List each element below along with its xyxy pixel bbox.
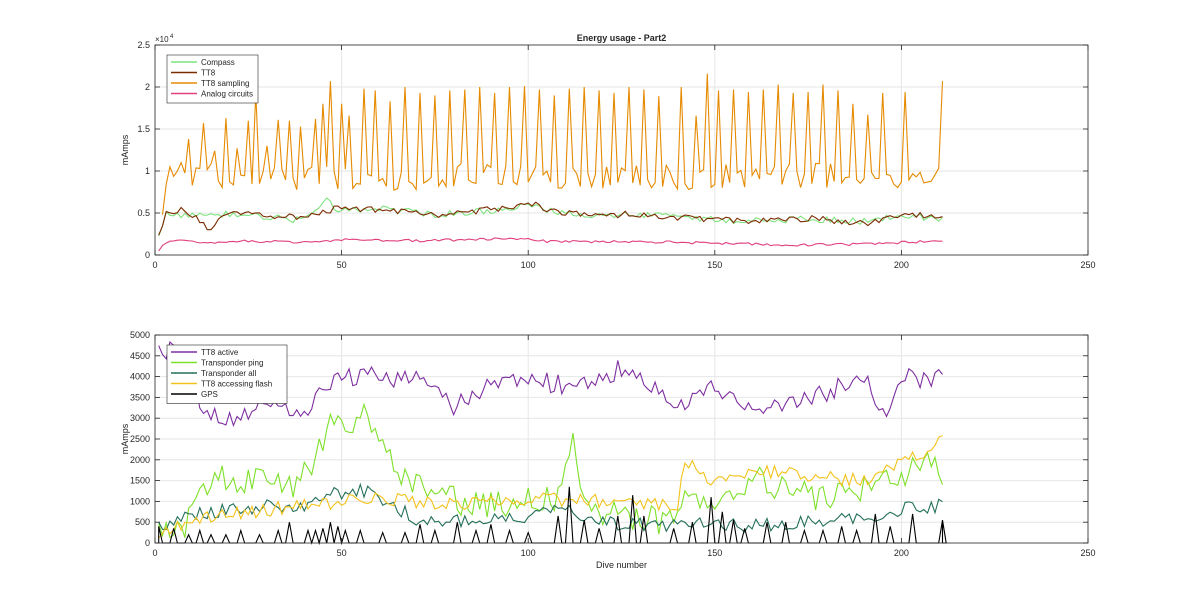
y-tick-label: 3000	[130, 413, 150, 423]
y-tick-label: 0.5	[137, 208, 150, 218]
legend-label: Transponder all	[201, 369, 257, 378]
legend-label: TT8 accessing flash	[201, 380, 272, 389]
y-tick-label: 1	[145, 166, 150, 176]
x-tick-label: 50	[337, 260, 347, 270]
x-tick-label: 250	[1080, 260, 1095, 270]
legend-label: Transponder ping	[201, 359, 263, 368]
y-tick-label: 2	[145, 82, 150, 92]
y-axis-label: mAmps	[120, 423, 130, 454]
y-tick-label: 4500	[130, 351, 150, 361]
x-tick-label: 0	[152, 548, 157, 558]
chart-title: Energy usage - Part2	[577, 33, 667, 43]
y-tick-label: 2.5	[137, 40, 150, 50]
y-tick-label: 0	[145, 538, 150, 548]
chart-2: 0 50 100 150 200 2500500100015002000250030003…	[120, 330, 1096, 570]
x-tick-label: 200	[894, 260, 909, 270]
series-line-1	[158, 340, 943, 428]
x-axis-label: Dive number	[596, 560, 647, 570]
x-tick-label: 100	[521, 548, 536, 558]
x-tick-label: 0	[152, 260, 157, 270]
y-tick-label: 1500	[130, 476, 150, 486]
legend-label: Analog circuits	[201, 90, 253, 99]
axes-box	[154, 44, 1089, 256]
y-tick-label: 2500	[130, 434, 150, 444]
y-axis-label: mAmps	[120, 134, 130, 165]
series-line-2	[158, 402, 944, 539]
x-tick-label: 150	[707, 260, 722, 270]
y-exponent-power: 4	[170, 34, 174, 40]
series-line-4	[158, 237, 943, 252]
x-tick-label: 50	[337, 548, 347, 558]
legend-label: Compass	[201, 58, 235, 67]
y-tick-label: 1000	[130, 496, 150, 506]
plot-area	[155, 45, 1088, 255]
y-tick-label: 1.5	[137, 124, 150, 134]
y-tick-label: 5000	[130, 330, 150, 340]
series-line-3	[158, 482, 943, 533]
series-line-2	[158, 201, 943, 236]
chart-1: 0 50 100 150 200 250 0 0.5 1 1.5 2 2.5 ×10 4 Energy us…	[120, 33, 1096, 270]
legend-box	[166, 54, 259, 104]
y-tick-label: 4000	[130, 372, 150, 382]
x-tick-label: 250	[1080, 548, 1095, 558]
legend-label: TT8 sampling	[201, 79, 249, 88]
legend-label: TT8	[201, 69, 216, 78]
legend-label: TT8 active	[201, 348, 239, 357]
x-tick-label: 150	[707, 548, 722, 558]
x-tick-label: 100	[521, 260, 536, 270]
y-tick-label: 0	[145, 250, 150, 260]
series-line-4	[158, 435, 943, 539]
series-line-1	[158, 197, 943, 237]
y-exponent-label: ×10	[155, 35, 169, 44]
x-tick-label: 200	[894, 548, 909, 558]
legend-label: GPS	[201, 390, 218, 399]
y-tick-label: 2000	[130, 455, 150, 465]
y-tick-label: 3500	[130, 392, 150, 402]
y-tick-label: 500	[135, 517, 150, 527]
series-line-3	[161, 73, 944, 215]
